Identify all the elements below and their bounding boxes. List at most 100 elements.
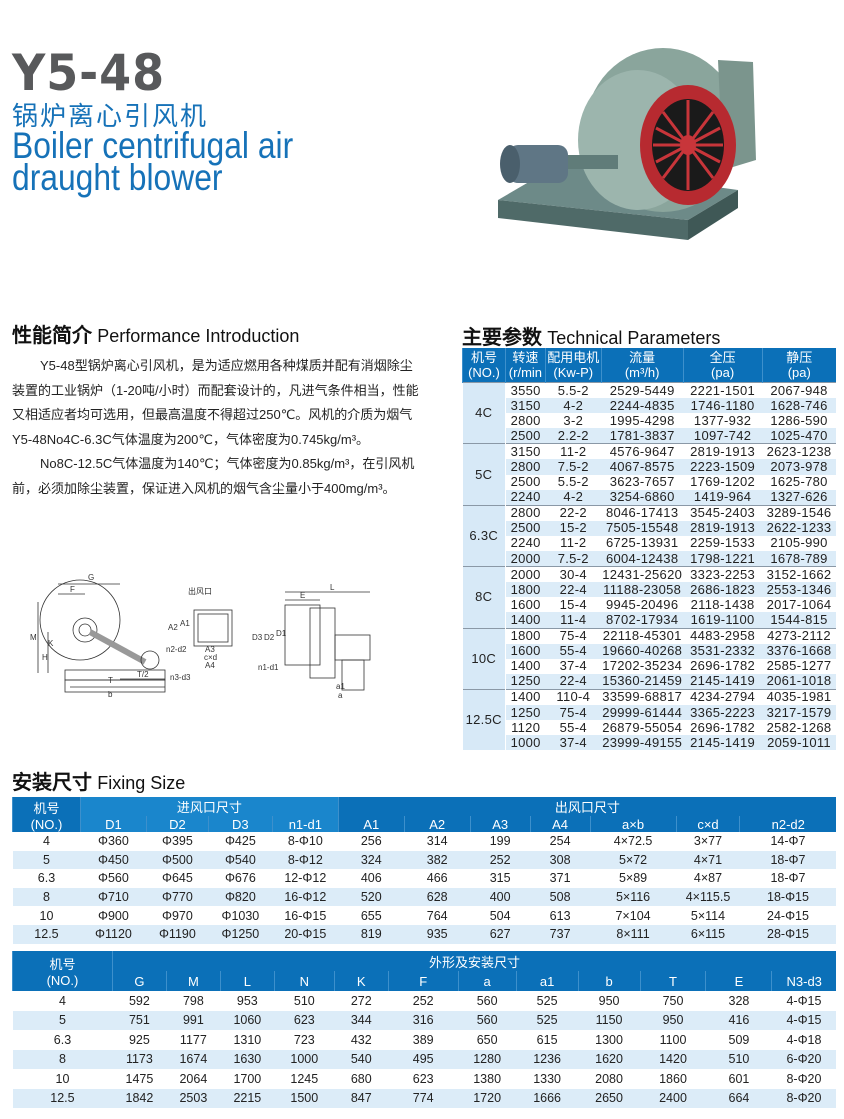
- side-view-drawing: G F M H K T/2 T b n3-d3: [30, 573, 191, 699]
- table-row: 3150 4-2 2244-4835 1746-1180 1628-746: [463, 398, 836, 414]
- table-cell: 1280: [458, 1049, 517, 1069]
- label-A2: A2: [168, 623, 178, 632]
- table-cell: 1700: [233, 1071, 262, 1086]
- label-T2: T/2: [137, 670, 149, 679]
- table-cell: 5×116: [590, 887, 677, 907]
- table-cell: 11188-23058: [601, 581, 684, 598]
- table-cell: 2500: [505, 428, 546, 444]
- table-cell: 2.2-2: [545, 428, 602, 444]
- table-cell: 592: [128, 993, 150, 1008]
- title-en-line1: Boiler centrifugal air: [12, 125, 294, 166]
- table-cell: 4: [58, 993, 66, 1008]
- table-cell: 3254-6860: [601, 489, 684, 506]
- table-cell: 1544-815: [762, 612, 836, 628]
- column-header-cn: 全压: [709, 350, 736, 365]
- column-header-en: (pa): [711, 365, 735, 380]
- table-cell: 2059-1011: [762, 735, 836, 751]
- table-cell: 925: [128, 1032, 150, 1047]
- table-cell: 1236: [516, 1049, 579, 1069]
- table-cell: 1245: [290, 1071, 319, 1086]
- table-cell: 3-2: [563, 412, 584, 428]
- performance-heading-en: Performance Introduction: [97, 326, 300, 346]
- table-cell: 2064: [179, 1071, 208, 1086]
- table-cell: 466: [426, 871, 448, 886]
- table-cell: 5: [12, 1010, 113, 1030]
- title-en-line2: draught blower: [12, 157, 223, 198]
- table-cell: 6.3: [53, 1032, 72, 1047]
- table-cell: Φ500: [146, 850, 209, 870]
- table-cell: 2400: [640, 1088, 706, 1108]
- performance-text: Y5-48型锅炉离心引风机，是为适应燃用各种煤质并配有消烟除尘装置的工业锅炉（1…: [12, 354, 422, 501]
- table-cell: 935: [404, 924, 471, 944]
- table-cell: 774: [388, 1088, 459, 1108]
- table-cell: 950: [640, 1010, 706, 1030]
- table-cell: 254: [549, 834, 571, 849]
- table-row: 8 Φ710 Φ770 Φ820 16-Φ12 520 628 400 508 5×116 4×11…: [12, 887, 836, 907]
- table-cell: 1025-470: [762, 428, 836, 444]
- table-cell: Φ676: [224, 871, 256, 886]
- table-cell: 8702-17934: [601, 612, 684, 628]
- column-header: K: [333, 971, 389, 991]
- table-cell: 1286-590: [770, 412, 828, 428]
- table-cell: 1628-746: [762, 398, 836, 414]
- table-cell: 55-4: [559, 719, 587, 735]
- table-cell: 18-Φ7: [739, 850, 836, 870]
- table-cell: 6725-13931: [605, 535, 679, 551]
- table-cell: 3150: [505, 398, 546, 414]
- table-cell: 24-Φ15: [767, 908, 809, 923]
- table-row: 6.3 925 1177 1310 723 432 389 650 615 1300 1100 509…: [13, 1030, 837, 1050]
- table-cell: 3152-1662: [762, 566, 836, 583]
- table-cell: 2000: [505, 566, 546, 583]
- table-cell: 15-4: [559, 596, 587, 612]
- table-cell: 847: [334, 1088, 389, 1108]
- table-cell: 2240: [510, 535, 541, 551]
- table-cell: 400: [470, 887, 531, 907]
- table-row: 5C 3150 11-2 4576-9647 2819-1913 2623-1238: [462, 443, 836, 506]
- table-cell: 8-Φ20: [771, 1088, 836, 1108]
- fixing-heading-en: Fixing Size: [97, 773, 186, 793]
- table-cell: 2259-1533: [690, 535, 756, 551]
- table-cell: 16-Φ12: [272, 887, 339, 907]
- column-header: c×d: [675, 816, 740, 832]
- column-header-cn: 转速: [512, 350, 539, 365]
- table-cell: 6004-12438: [601, 551, 684, 567]
- column-header: N: [273, 971, 335, 991]
- column-header: 配用电机 (Kw-P): [544, 348, 602, 383]
- table-row: 5 Φ450 Φ500 Φ540 8-Φ12 324 382 252 308 5×72 4×71 18…: [12, 850, 836, 870]
- label-D3: D3: [252, 633, 263, 642]
- table-cell: 30-4: [545, 566, 602, 583]
- table-cell: 2696-1782: [690, 719, 756, 735]
- table-cell: 9945-20496: [605, 596, 679, 612]
- table-cell: 991: [166, 1010, 221, 1030]
- column-header: D2: [145, 816, 209, 832]
- column-header-cn: 配用电机: [547, 350, 600, 365]
- table-cell: 2240: [505, 489, 546, 506]
- performance-paragraph: Y5-48型锅炉离心引风机，是为适应燃用各种煤质并配有消烟除尘装置的工业锅炉（1…: [12, 358, 419, 447]
- table-cell: 3623-7657: [609, 474, 675, 490]
- table-cell: 1400: [505, 688, 546, 705]
- table-row: 10 Φ900 Φ970 Φ1030 16-Φ15 655 764 504 613 7×104 5×…: [13, 906, 837, 925]
- table-cell: 2553-1346: [762, 582, 836, 598]
- table-cell: 4273-2112: [762, 627, 836, 644]
- table-cell: 12.5: [12, 1088, 113, 1108]
- table-cell: 1377-932: [693, 412, 752, 428]
- table-cell: 1097-742: [683, 428, 763, 444]
- table-cell: 1400: [505, 612, 546, 628]
- table-cell: 11-4: [545, 612, 602, 628]
- table-cell: 1100: [659, 1032, 687, 1047]
- table-cell: 1310: [233, 1032, 262, 1047]
- column-header: G: [111, 971, 167, 991]
- table-cell: 12431-25620: [601, 566, 684, 583]
- label-T: T: [108, 676, 113, 685]
- table-cell: 2067-948: [762, 382, 836, 399]
- table-cell: 26879-55054: [602, 719, 683, 735]
- table-cell: 382: [404, 850, 471, 870]
- table-cell: 11-2: [560, 535, 587, 551]
- table-cell: 2686-1823: [683, 582, 763, 598]
- table-cell: 6×115: [676, 924, 740, 944]
- table-cell: 37-4: [559, 658, 587, 674]
- table-cell: 15-2: [545, 520, 602, 536]
- table-cell: Φ360: [98, 834, 129, 849]
- table-cell: 4576-9647: [601, 443, 684, 460]
- table-cell: 2061-1018: [762, 673, 836, 690]
